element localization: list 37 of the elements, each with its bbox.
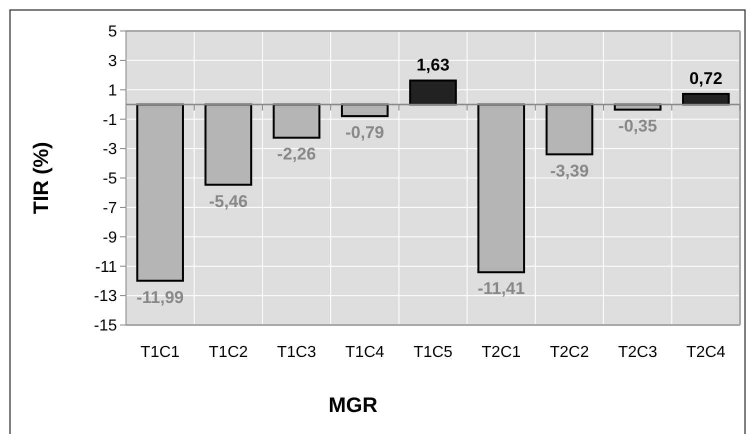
y-tick-label: -11 <box>95 258 118 276</box>
data-label: -11,99 <box>136 288 184 307</box>
x-tick-label: T1C2 <box>208 344 248 361</box>
y-tick-label: -13 <box>94 288 118 306</box>
data-label: 1,63 <box>416 56 450 75</box>
bar <box>272 104 320 139</box>
y-tick-label: -5 <box>102 170 118 188</box>
data-label: -0,79 <box>345 123 384 142</box>
y-tick-label: -1 <box>102 112 118 129</box>
y-tick-label: -9 <box>102 229 118 246</box>
y-tick-label: 5 <box>108 24 118 41</box>
x-axis-title: MGR <box>328 394 378 417</box>
y-tick-label: -15 <box>94 318 118 335</box>
x-tick-label: T2C1 <box>482 344 521 361</box>
bar <box>546 104 594 156</box>
data-label: -5,46 <box>208 192 248 211</box>
y-tick-label: 3 <box>108 53 118 70</box>
x-tick-label: T1C4 <box>345 344 384 361</box>
data-label: -3,39 <box>550 161 589 180</box>
bar <box>477 104 526 274</box>
x-tick-label: T1C1 <box>140 344 180 361</box>
y-tick-label: -7 <box>102 200 118 217</box>
bar <box>136 104 184 282</box>
data-label: -11,41 <box>478 279 525 298</box>
x-tick-label: T1C5 <box>413 344 453 361</box>
y-axis-title: TIR (%) <box>30 142 53 214</box>
x-tick-label: T1C3 <box>276 344 316 361</box>
y-tick-label: 1 <box>108 82 118 100</box>
x-tick-label: T2C2 <box>550 344 590 361</box>
data-label: 0,72 <box>689 68 722 88</box>
y-tick-label: -3 <box>102 141 118 158</box>
x-tick-label: T2C4 <box>686 344 726 361</box>
data-label: -0,35 <box>618 116 658 136</box>
x-tick-label: T2C3 <box>618 344 658 361</box>
bar <box>204 104 252 186</box>
bar <box>409 80 457 106</box>
data-label: -2,26 <box>277 144 316 164</box>
